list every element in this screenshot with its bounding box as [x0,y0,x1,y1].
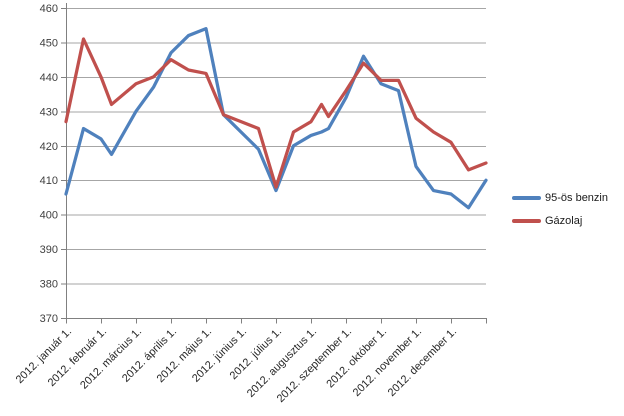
y-tick-label: 430 [40,106,58,118]
axes [61,3,487,324]
y-tick-label: 440 [40,72,58,84]
legend-item-benzin: 95-ös benzin [512,190,608,206]
y-tick-label: 370 [40,313,58,325]
y-tick-label: 390 [40,244,58,256]
data-series [64,27,488,210]
x-tick-label: 2012. október 1. [324,326,389,391]
y-tick-label: 460 [40,3,58,15]
legend-item-gazolaj: Gázolaj [512,213,608,229]
y-axis-labels: 370 380 390 400 410 420 430 440 450 460 [40,3,58,325]
y-tick-label: 380 [40,279,58,291]
y-tick-label: 420 [40,141,58,153]
legend-label-benzin: 95-ös benzin [545,192,608,204]
y-tick-label: 410 [40,175,58,187]
series-line-benzin [64,27,488,210]
legend: 95-ös benzin Gázolaj [512,190,608,236]
legend-swatch-gazolaj [512,219,541,223]
x-tick-label: 2012. március 1. [78,326,144,392]
x-tick-label: 2012. december 1. [386,326,459,399]
y-tick-label: 400 [40,210,58,222]
legend-label-gazolaj: Gázolaj [545,215,583,227]
series-line-gazolaj [64,37,488,189]
x-axis-labels: 2012. január 1.2012. február 1.2012. már… [14,326,459,405]
y-tick-label: 450 [40,37,58,49]
legend-swatch-benzin [512,196,541,200]
gridlines [66,8,486,285]
